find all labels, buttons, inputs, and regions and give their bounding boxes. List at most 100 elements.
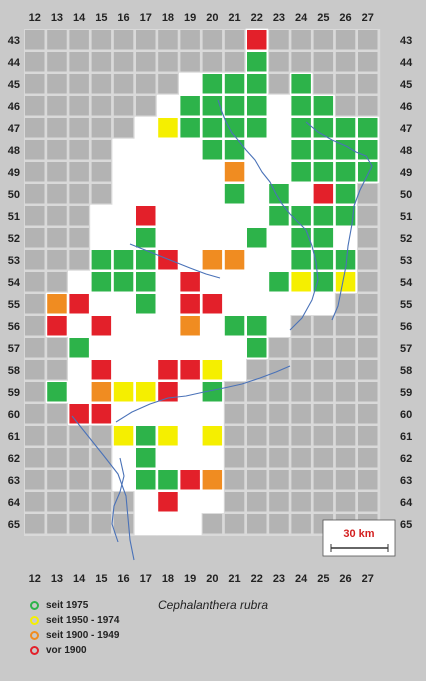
empty-cell — [158, 74, 178, 94]
record-cell-seit-1975 — [313, 96, 334, 116]
row-label: 57 — [400, 343, 412, 355]
region-cell — [156, 160, 180, 184]
region-cell — [112, 292, 135, 316]
column-label: 21 — [228, 12, 240, 24]
species-title: Cephalanthera rubra — [157, 598, 269, 612]
record-cell-seit-1975 — [291, 228, 311, 248]
legend-label: seit 1950 - 1974 — [46, 615, 120, 626]
empty-cell — [224, 404, 245, 424]
empty-cell — [25, 74, 45, 94]
column-label: 26 — [339, 12, 351, 24]
empty-cell — [313, 360, 334, 380]
record-cell-seit-1975 — [113, 272, 134, 292]
row-label: 49 — [400, 167, 412, 179]
region-cell — [68, 380, 91, 404]
record-cell-seit-1950-1974 — [113, 382, 134, 402]
row-label: 64 — [8, 497, 21, 509]
empty-cell — [113, 514, 134, 534]
region-cell — [179, 138, 202, 162]
empty-cell — [269, 360, 289, 380]
empty-cell — [25, 96, 45, 116]
empty-cell — [358, 184, 378, 204]
region-cell — [156, 314, 180, 338]
legend-label: vor 1900 — [46, 645, 87, 656]
region-cell — [245, 182, 269, 206]
empty-cell — [91, 514, 112, 534]
row-label: 63 — [8, 475, 20, 487]
region-cell — [267, 160, 291, 184]
record-cell-seit-1975 — [247, 52, 267, 72]
record-cell-seit-1950-1974 — [291, 272, 311, 292]
record-cell-seit-1975 — [269, 206, 289, 226]
empty-cell — [113, 52, 134, 72]
row-label: 55 — [8, 299, 20, 311]
column-label: 13 — [51, 12, 63, 24]
empty-cell — [291, 492, 311, 512]
empty-cell — [69, 118, 89, 138]
record-cell-seit-1975 — [224, 140, 245, 160]
empty-cell — [358, 470, 378, 490]
empty-cell — [25, 448, 45, 468]
record-cell-seit-1975 — [291, 206, 311, 226]
legend-item-seit-1900-1949: seit 1900 - 1949 — [30, 628, 119, 643]
empty-cell — [25, 250, 45, 270]
region-cell — [179, 336, 202, 360]
record-cell-seit-1975 — [202, 118, 223, 138]
empty-cell — [202, 30, 223, 50]
empty-cell — [247, 426, 267, 446]
record-cell-vor-1900 — [180, 294, 200, 314]
record-cell-seit-1975 — [224, 74, 245, 94]
column-label: 18 — [162, 12, 174, 24]
scale-bar-frame — [322, 519, 396, 557]
region-cell — [179, 402, 202, 426]
record-cell-vor-1900 — [136, 206, 156, 226]
column-labels-bottom: 12 13 14 15 16 17 18 19 20 21 22 23 24 25 26 27 — [29, 573, 374, 585]
empty-cell — [69, 140, 89, 160]
empty-cell — [224, 426, 245, 446]
row-label: 45 — [8, 79, 20, 91]
empty-cell — [69, 206, 89, 226]
row-label: 54 — [8, 277, 21, 289]
region-cell — [245, 204, 269, 228]
record-cell-seit-1975 — [291, 118, 311, 138]
empty-cell — [47, 514, 67, 534]
region-cell — [179, 204, 202, 228]
empty-cell — [180, 30, 200, 50]
river-lower — [111, 457, 125, 543]
empty-cell — [91, 52, 112, 72]
record-cell-seit-1950-1974 — [335, 272, 356, 292]
empty-cell — [47, 162, 67, 182]
region-cell — [112, 226, 135, 250]
record-cell-vor-1900 — [91, 316, 112, 336]
region-cell — [179, 512, 202, 536]
empty-cell — [25, 360, 45, 380]
region-cell — [290, 182, 313, 206]
record-cell-seit-1900-1949 — [91, 382, 112, 402]
record-cell-vor-1900 — [69, 404, 89, 424]
record-cell-seit-1975 — [335, 206, 356, 226]
region-cell — [112, 336, 135, 360]
region-cell — [245, 138, 269, 162]
empty-cell — [269, 30, 289, 50]
record-cell-vor-1900 — [158, 382, 178, 402]
column-label: 27 — [362, 573, 374, 585]
empty-cell — [224, 448, 245, 468]
region-cell — [267, 248, 291, 272]
legend: seit 1975 seit 1950 - 1974 seit 1900 - 1… — [30, 598, 119, 658]
column-label: 21 — [228, 573, 240, 585]
empty-cell — [247, 514, 267, 534]
legend-label: seit 1900 - 1949 — [46, 630, 120, 641]
empty-cell — [47, 52, 67, 72]
empty-cell — [335, 470, 356, 490]
row-label: 59 — [8, 387, 20, 399]
row-labels-left: 43 44 45 46 47 48 49 50 51 52 53 54 55 56 57 58 59 60 61 62… — [8, 35, 21, 531]
empty-cell — [91, 96, 112, 116]
region-cell — [179, 226, 202, 250]
column-label: 12 — [29, 12, 41, 24]
record-cell-seit-1975 — [136, 272, 156, 292]
row-label: 50 — [8, 189, 20, 201]
empty-cell — [358, 52, 378, 72]
empty-cell — [291, 338, 311, 358]
record-cell-seit-1975 — [202, 96, 223, 116]
record-cell-seit-1950-1974 — [202, 426, 223, 446]
